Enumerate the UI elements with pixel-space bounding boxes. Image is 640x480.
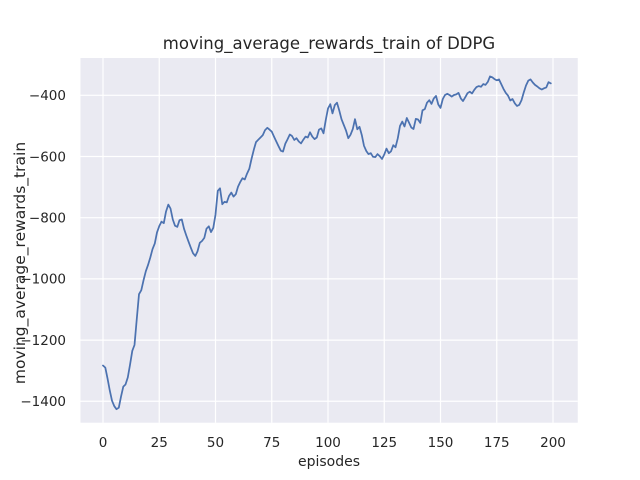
x-tick-label: 0 (99, 435, 108, 451)
y-tick-labels: −400 −600 −800 −1000 −1200 −1400 (20, 88, 66, 410)
x-tick-label: 75 (263, 435, 280, 451)
x-tick-label: 125 (371, 435, 397, 451)
y-tick-label: −1200 (20, 333, 66, 349)
y-tick-label: −600 (29, 149, 66, 165)
y-tick-label: −800 (29, 211, 66, 227)
ddpg-series-line (102, 75, 552, 411)
x-tick-labels: 0 25 50 75 100 125 150 175 200 (99, 435, 566, 451)
x-tick-label: 50 (207, 435, 224, 451)
gridlines (80, 58, 578, 423)
plot-area (80, 58, 578, 423)
x-tick-label: 100 (315, 435, 341, 451)
y-tick-label: −400 (29, 88, 66, 104)
x-tick-label: 150 (428, 435, 454, 451)
x-axis-label: episodes (298, 454, 360, 470)
y-axis-label: moving_average_rewards_train (11, 142, 30, 384)
x-tick-label: 175 (484, 435, 510, 451)
y-tick-label: −1400 (20, 394, 66, 410)
chart-title: moving_average_rewards_train of DDPG (163, 34, 495, 54)
y-tick-label: −1000 (20, 272, 66, 288)
x-tick-label: 25 (151, 435, 168, 451)
x-tick-label: 200 (540, 435, 566, 451)
